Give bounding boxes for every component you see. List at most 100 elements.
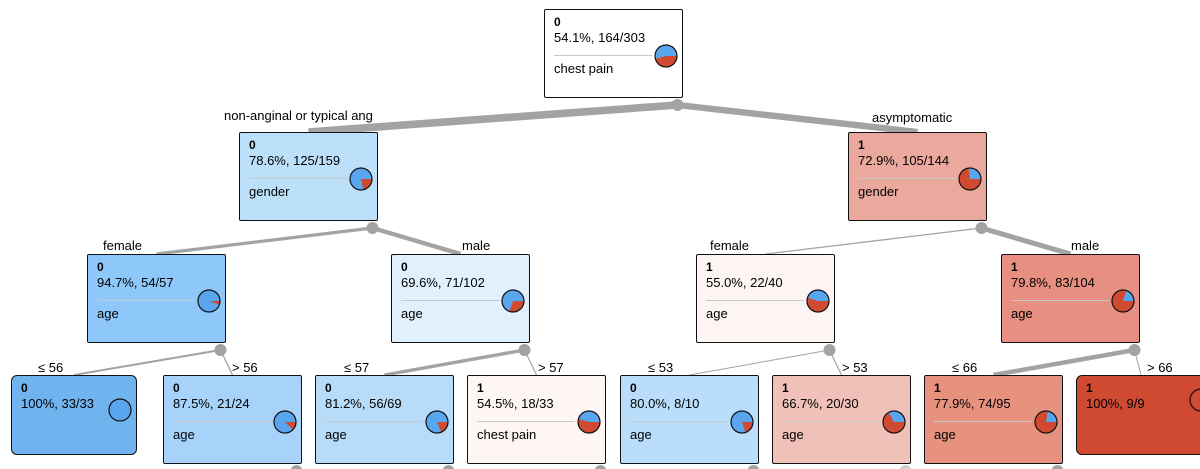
node-split-attribute: age (782, 427, 804, 442)
pie-slice-class-1 (285, 422, 296, 430)
node-asymptomatic-female[interactable]: 1 55.0%, 22/40 age (696, 254, 835, 343)
edge-r-rl (765, 227, 982, 255)
pie-slice-class-1 (883, 412, 905, 433)
node-divider (858, 178, 956, 179)
split-joint-llr[interactable] (290, 465, 303, 469)
node-class: 1 (1086, 381, 1093, 395)
node-class: 1 (782, 381, 789, 395)
split-joint-lrr[interactable] (594, 465, 607, 469)
node-stats: 72.9%, 105/144 (858, 153, 950, 168)
class-distribution-pie-icon (425, 410, 449, 434)
node-divider (934, 421, 1032, 422)
split-joint-ll[interactable] (214, 344, 227, 356)
class-distribution-pie-icon (958, 167, 982, 191)
node-stats: 78.6%, 125/159 (249, 153, 341, 168)
edge-label-asymptomatic: asymptomatic (872, 110, 953, 125)
split-joint-rrl[interactable] (1051, 465, 1064, 469)
node-split-attribute: chest pain (477, 427, 537, 442)
class-distribution-pie-icon (1111, 289, 1135, 313)
node-divider (630, 421, 728, 422)
pie-slice-class-1 (1190, 389, 1200, 411)
node-class: 0 (21, 381, 28, 395)
split-joint-rl[interactable] (823, 344, 836, 356)
pie-outline (958, 167, 982, 191)
node-divider (401, 300, 499, 301)
pie-outline (1111, 289, 1135, 313)
edge-label-non-anginal: non-anginal or typical ang (224, 108, 373, 123)
node-age-gt-53[interactable]: 1 66.7%, 20/30 age (772, 375, 911, 464)
node-nonanginal-female[interactable]: 0 94.7%, 54/57 age (87, 254, 226, 343)
node-split-attribute: age (401, 306, 423, 321)
node-age-le-57[interactable]: 0 81.2%, 56/69 age (315, 375, 454, 464)
node-leaf-age-le-56[interactable]: 0 100%, 33/33 (11, 375, 137, 455)
class-distribution-pie-icon (501, 289, 525, 313)
class-distribution-pie-icon (577, 410, 601, 434)
node-split-attribute: gender (858, 184, 899, 199)
split-joint-lr[interactable] (518, 344, 531, 356)
node-stats: 80.0%, 8/10 (630, 396, 700, 411)
node-class: 0 (554, 15, 561, 29)
split-joint-rr[interactable] (1128, 344, 1141, 356)
node-asymptomatic-male[interactable]: 1 79.8%, 83/104 age (1001, 254, 1140, 343)
edge-rr-rrl (993, 347, 1135, 378)
node-split-attribute: age (1011, 306, 1033, 321)
class-distribution-pie-icon (730, 410, 754, 434)
node-age-gt-57[interactable]: 1 54.5%, 18/33 chest pain (467, 375, 606, 464)
split-joint-l[interactable] (366, 222, 379, 234)
node-divider (1011, 300, 1109, 301)
node-class: 1 (706, 260, 713, 274)
class-distribution-pie-icon (1034, 410, 1058, 434)
pie-slice-class-1 (1112, 290, 1134, 312)
node-split-attribute: gender (249, 184, 290, 199)
pie-slice-class-1 (209, 301, 220, 305)
class-distribution-pie-icon (108, 398, 132, 422)
node-stats: 100%, 9/9 (1086, 396, 1145, 411)
pie-slice-class-1 (1035, 411, 1057, 433)
node-chest-pain-non-anginal[interactable]: 0 78.6%, 125/159 gender (239, 132, 378, 221)
pie-outline (1189, 388, 1200, 412)
pie-slice-class-1 (959, 168, 981, 190)
node-chest-pain-asymptomatic[interactable]: 1 72.9%, 105/144 gender (848, 132, 987, 221)
node-split-attribute: age (706, 306, 728, 321)
split-joint-rlr[interactable] (899, 465, 912, 469)
pie-outline (501, 289, 525, 313)
edge-l-lr (371, 225, 462, 257)
node-nonanginal-male[interactable]: 0 69.6%, 71/102 age (391, 254, 530, 343)
pie-outline (273, 410, 297, 434)
node-divider (173, 421, 271, 422)
node-class: 0 (173, 381, 180, 395)
node-stats: 94.7%, 54/57 (97, 275, 174, 290)
edge-root-l (308, 101, 678, 136)
pie-outline (882, 410, 906, 434)
class-distribution-pie-icon (273, 410, 297, 434)
class-distribution-pie-icon (654, 44, 678, 68)
split-joint-r[interactable] (975, 222, 988, 234)
pie-outline (730, 410, 754, 434)
node-split-attribute: age (325, 427, 347, 442)
edge-label-gt-57: > 57 (538, 360, 564, 375)
node-age-gt-56[interactable]: 0 87.5%, 21/24 age (163, 375, 302, 464)
split-joint-lrl[interactable] (442, 465, 455, 469)
class-distribution-pie-icon (349, 167, 373, 191)
node-root[interactable]: 0 54.1%, 164/303 chest pain (544, 9, 683, 98)
node-age-le-53[interactable]: 0 80.0%, 8/10 age (620, 375, 759, 464)
node-class: 1 (858, 138, 865, 152)
class-distribution-pie-icon (806, 289, 830, 313)
split-joint-rll[interactable] (747, 465, 760, 469)
node-divider (477, 421, 575, 422)
node-stats: 69.6%, 71/102 (401, 275, 485, 290)
node-stats: 54.5%, 18/33 (477, 396, 554, 411)
edge-label-le-57: ≤ 57 (344, 360, 370, 375)
edge-lr-lrl (384, 348, 525, 377)
node-age-le-66[interactable]: 1 77.9%, 74/95 age (924, 375, 1063, 464)
node-split-attribute: age (173, 427, 195, 442)
node-stats: 55.0%, 22/40 (706, 275, 783, 290)
split-joint-root[interactable] (671, 99, 684, 111)
node-class: 1 (934, 381, 941, 395)
pie-slice-class-1 (509, 301, 524, 312)
node-stats: 81.2%, 56/69 (325, 396, 402, 411)
pie-slice-class-1 (437, 422, 448, 433)
node-leaf-age-gt-66[interactable]: 1 100%, 9/9 (1076, 375, 1200, 455)
node-class: 0 (249, 138, 256, 152)
